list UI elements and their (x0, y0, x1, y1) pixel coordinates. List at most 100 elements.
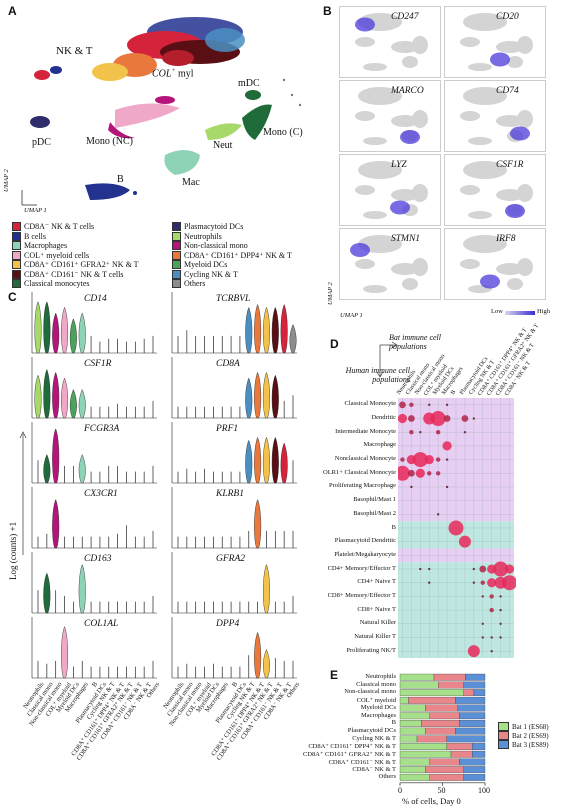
legend-item: Classical monocytes (12, 279, 90, 288)
bubble-mark (480, 580, 485, 585)
legend-swatch (172, 260, 181, 269)
bubble-mark (463, 431, 467, 434)
panel-a-umap2: UMAP 2 (3, 169, 10, 192)
umap-cluster-plot (21, 17, 302, 206)
bar-segment (463, 773, 486, 781)
violin-mark (78, 312, 86, 354)
bar-legend-label: Bat 2 (ES69) (512, 731, 549, 740)
dot-row-label: Macrophage (363, 441, 396, 449)
legend-item: Plasmacytoid DCs (172, 222, 243, 231)
bubble-mark (490, 649, 493, 653)
violin-mark (78, 388, 86, 419)
bar-row-label: Non-classical mono (344, 688, 396, 696)
bat-populations-label: Bat immune cell populations (389, 333, 441, 351)
violin-mark (271, 436, 279, 484)
panel-a-umap1: UMAP 1 (24, 207, 47, 214)
bubble-mark (428, 403, 431, 407)
bubble-mark (481, 622, 484, 625)
bar-segment (446, 743, 473, 750)
bar-row-label: CD8A⁺ CD161⁻ NK & T (328, 758, 396, 766)
bubble-mark (415, 468, 425, 478)
violin-gene-label: COL1AL (84, 619, 119, 629)
legend-item: CD8A⁺ CD161⁺ DPP4⁺ NK & T (172, 250, 292, 260)
legend-label: CD8A⁺ CD161⁺ GFRA2⁺ NK & T (24, 260, 139, 269)
violin-gene-label: CD8A (216, 359, 240, 369)
legend-swatch (12, 241, 21, 250)
violin-mark (254, 436, 262, 484)
legend-swatch (12, 250, 21, 260)
violin-mark (245, 306, 253, 354)
dot-row-label: Dendritic (371, 414, 396, 422)
bar-legend-swatch (498, 722, 509, 731)
bubble-mark (435, 471, 441, 476)
feature-gene-label: CD74 (496, 86, 519, 96)
legend-label: COL⁺ myeloid cells (24, 250, 90, 260)
feature-gene-label: LYZ (391, 160, 407, 170)
ylabel-arrow (19, 431, 27, 555)
legend-swatch (12, 269, 21, 279)
feature-plot (339, 154, 441, 226)
violin-mark (43, 453, 51, 484)
bubble-mark (487, 578, 497, 588)
violin-gene-label: CSF1R (84, 359, 112, 369)
bubble-mark (419, 431, 422, 434)
neut-cluster (205, 123, 242, 140)
violin-mark (61, 626, 69, 679)
dot-row-label: Intermediate Monocyte (335, 427, 396, 435)
bubble-mark (409, 430, 414, 435)
bubble-mark (499, 608, 502, 612)
bar-segment (421, 720, 460, 727)
violin-mark (271, 306, 279, 354)
bubble-mark (472, 417, 476, 420)
legend-label: Non-classical mono (184, 241, 248, 250)
bubble-mark (436, 513, 440, 516)
label-col-text: COL (152, 68, 172, 80)
feature-gene-label: STMN1 (391, 234, 421, 244)
bar-row-label: Neutrophils (365, 673, 396, 680)
dot-plot (398, 398, 516, 658)
legend-item: Macrophages (12, 241, 67, 250)
legend-item: CD8A⁺ CD161⁻ NK & T cells (12, 269, 123, 279)
label-col: COL+ myl (152, 68, 194, 79)
bar-row-label: Cycling NK & T (352, 734, 396, 742)
bubble-mark (472, 581, 476, 584)
bar-legend-item: Bat 3 (ES89) (498, 740, 549, 749)
dot-row-label: Proliferating Macrophage (329, 482, 396, 490)
legend-item: Others (172, 279, 205, 288)
legend-label: Cycling NK & T (184, 269, 238, 279)
dot-row-label: CD8+ Memory/Effector T (327, 591, 396, 599)
mac-cluster (164, 150, 200, 175)
bubble-mark (407, 469, 415, 477)
label-col-suffix: myl (175, 68, 194, 80)
bar-segment (459, 720, 486, 727)
bar-segment (399, 720, 422, 727)
bubble-mark (502, 575, 516, 591)
violin-mark (34, 374, 42, 419)
bar-legend-item: Bat 2 (ES69) (498, 731, 549, 740)
legend-swatch (172, 241, 181, 250)
bar-legend-swatch (498, 740, 509, 749)
violin-mark (280, 442, 288, 484)
violin-mark (254, 499, 262, 549)
bubble-mark (410, 485, 413, 489)
bar-legend-swatch (498, 731, 509, 740)
violin-mark (271, 374, 279, 419)
bubble-mark (499, 622, 502, 625)
violin-mark (52, 312, 60, 354)
bar-segment (425, 727, 456, 735)
bar-segment (463, 689, 475, 697)
bar-segment (399, 743, 447, 750)
feature-plot (444, 154, 546, 226)
violin-mark (43, 369, 51, 419)
dot-row-label: Basophil/Mast 2 (353, 509, 396, 517)
violin-mark (262, 648, 270, 679)
legend-item: Cycling NK & T (172, 269, 238, 279)
violin-gene-label: CD14 (84, 294, 107, 304)
legend-item: Neutrophils (172, 231, 222, 241)
bar-segment (399, 735, 418, 743)
label-mono-nc: Mono (NC) (86, 136, 133, 147)
label-mono-c: Mono (C) (263, 127, 303, 138)
feature-gene-label: IRF8 (496, 234, 516, 244)
legend-item: Non-classical mono (172, 241, 248, 250)
violin-mark (254, 304, 262, 354)
